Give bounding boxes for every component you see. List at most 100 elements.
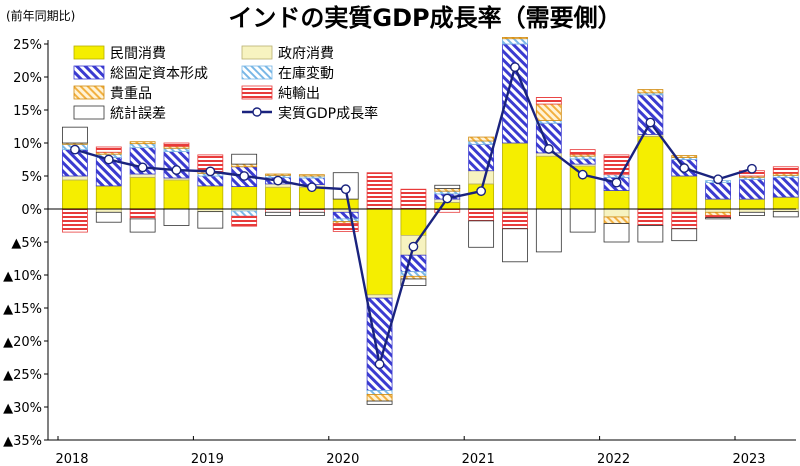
y-axis: 25% 20% 15% 10% 5% 0% ▲5% ▲10% ▲15% ▲20% ▲25% ▲30% ▲… bbox=[3, 38, 49, 449]
bar-segment-統計誤差 bbox=[637, 225, 664, 243]
bar-segment-民間消費 bbox=[129, 176, 156, 210]
bar-segment-純輸出 bbox=[332, 223, 359, 232]
gdp-point bbox=[103, 154, 114, 165]
bar-segment-在庫変動 bbox=[502, 38, 528, 45]
bar-segment-総固定資本形成 bbox=[502, 43, 528, 144]
bar-segment-統計誤差 bbox=[197, 211, 224, 229]
bar-stacks bbox=[62, 37, 799, 405]
bar-segment-政府消費 bbox=[129, 173, 156, 178]
gdp-point bbox=[306, 182, 317, 193]
bar-segment-民間消費 bbox=[197, 185, 224, 210]
bar-segment-総固定資本形成 bbox=[739, 178, 765, 200]
bar-segment-在庫変動 bbox=[231, 210, 258, 217]
legend-swatch bbox=[73, 45, 105, 60]
bar-segment-総固定資本形成 bbox=[366, 297, 393, 391]
bar-segment-総固定資本形成 bbox=[332, 211, 359, 220]
bar-segment-統計誤差 bbox=[231, 153, 258, 165]
x-tick-label: 2022 bbox=[597, 452, 630, 466]
bar-segment-在庫変動 bbox=[129, 143, 156, 149]
bar-segment-民間消費 bbox=[332, 198, 359, 210]
gdp-point bbox=[577, 169, 588, 180]
bar-segment-民間消費 bbox=[535, 155, 562, 210]
bar-segment-総固定資本形成 bbox=[197, 175, 224, 187]
bar-segment-貴重品 bbox=[468, 136, 495, 142]
bar-segment-純輸出 bbox=[502, 211, 528, 230]
bar-segment-総固定資本形成 bbox=[705, 182, 731, 200]
bar-segment-純輸出 bbox=[535, 97, 562, 105]
gdp-point bbox=[645, 117, 656, 128]
bar-segment-統計誤差 bbox=[129, 218, 156, 233]
bar-segment-政府消費 bbox=[62, 175, 88, 181]
y-tick-label: ▲30% bbox=[3, 401, 42, 416]
bar-stack-2020Q2 bbox=[366, 172, 393, 405]
bar-segment-貴重品 bbox=[603, 216, 630, 224]
bar-segment-政府消費 bbox=[468, 170, 495, 185]
bar-stack-2022Q2 bbox=[637, 89, 664, 243]
bar-segment-総固定資本形成 bbox=[772, 176, 799, 198]
x-tick-label: 2021 bbox=[462, 452, 495, 466]
bar-segment-在庫変動 bbox=[163, 147, 190, 152]
bar-stack-2021Q3 bbox=[535, 97, 562, 253]
bar-stack-2023Q2 bbox=[772, 166, 799, 218]
bar-segment-純輸出 bbox=[400, 188, 427, 210]
bar-segment-貴重品 bbox=[129, 141, 156, 145]
bar-segment-民間消費 bbox=[705, 198, 731, 210]
bar-segment-在庫変動 bbox=[468, 140, 495, 145]
gdp-point bbox=[713, 174, 723, 185]
legend-swatch bbox=[241, 45, 273, 60]
bar-segment-総固定資本形成 bbox=[637, 94, 664, 135]
y-tick-label: 25% bbox=[13, 38, 42, 53]
gdp-point bbox=[543, 144, 554, 154]
bar-stack-2020Q1 bbox=[332, 172, 359, 232]
x-tick-label: 2023 bbox=[732, 452, 765, 466]
bar-segment-貴重品 bbox=[705, 211, 731, 217]
gdp-point bbox=[273, 175, 283, 186]
legend-label: 在庫変動 bbox=[278, 65, 334, 82]
gdp-point bbox=[476, 186, 487, 197]
bar-segment-民間消費 bbox=[62, 179, 88, 210]
bar-segment-民間消費 bbox=[95, 185, 122, 210]
bar-segment-統計誤差 bbox=[163, 208, 190, 226]
bar-segment-純輸出 bbox=[772, 166, 799, 174]
bar-segment-貴重品 bbox=[637, 89, 664, 94]
y-tick-label: ▲10% bbox=[3, 269, 42, 284]
legend-swatch bbox=[241, 85, 273, 100]
bar-segment-総固定資本形成 bbox=[400, 254, 427, 273]
x-axis: 2018 2019 2020 2021 2022 2023 bbox=[48, 208, 796, 466]
gdp-point bbox=[137, 162, 148, 173]
bar-segment-民間消費 bbox=[502, 142, 528, 210]
gdp-point bbox=[408, 241, 419, 252]
y-tick-label: ▲20% bbox=[3, 335, 42, 350]
bar-segment-純輸出 bbox=[62, 208, 88, 233]
bar-segment-民間消費 bbox=[231, 186, 258, 210]
legend-box bbox=[66, 38, 400, 124]
gdp-point bbox=[70, 144, 80, 155]
gdp-point bbox=[510, 62, 520, 72]
bar-stack-2018Q3 bbox=[129, 141, 156, 233]
bar-segment-純輸出 bbox=[129, 208, 156, 220]
chart-title: インドの実質GDP成長率（需要側） bbox=[228, 4, 621, 32]
bar-segment-純輸出 bbox=[163, 142, 190, 147]
legend-swatch bbox=[73, 65, 105, 80]
y-tick-label: 5% bbox=[21, 170, 42, 185]
bar-segment-統計誤差 bbox=[265, 211, 291, 217]
bar-segment-貴重品 bbox=[265, 173, 291, 176]
bar-segment-民間消費 bbox=[671, 175, 698, 210]
bar-segment-統計誤差 bbox=[705, 217, 731, 220]
bar-segment-貴重品 bbox=[502, 37, 528, 40]
bar-segment-統計誤差 bbox=[434, 184, 461, 189]
bar-segment-民間消費 bbox=[637, 135, 664, 210]
bar-segment-純輸出 bbox=[637, 208, 664, 226]
legend-label: 民間消費 bbox=[110, 46, 166, 62]
bar-segment-民間消費 bbox=[434, 201, 461, 210]
bar-stack-2022Q4 bbox=[705, 180, 731, 220]
bar-segment-総固定資本形成 bbox=[569, 158, 596, 165]
gdp-point bbox=[442, 193, 453, 204]
bar-segment-統計誤差 bbox=[366, 400, 393, 405]
bar-stack-2019Q2 bbox=[231, 153, 258, 227]
bar-segment-統計誤差 bbox=[535, 208, 562, 253]
gdp-point bbox=[679, 163, 690, 173]
unit-label: (前年同期比) bbox=[6, 8, 75, 23]
